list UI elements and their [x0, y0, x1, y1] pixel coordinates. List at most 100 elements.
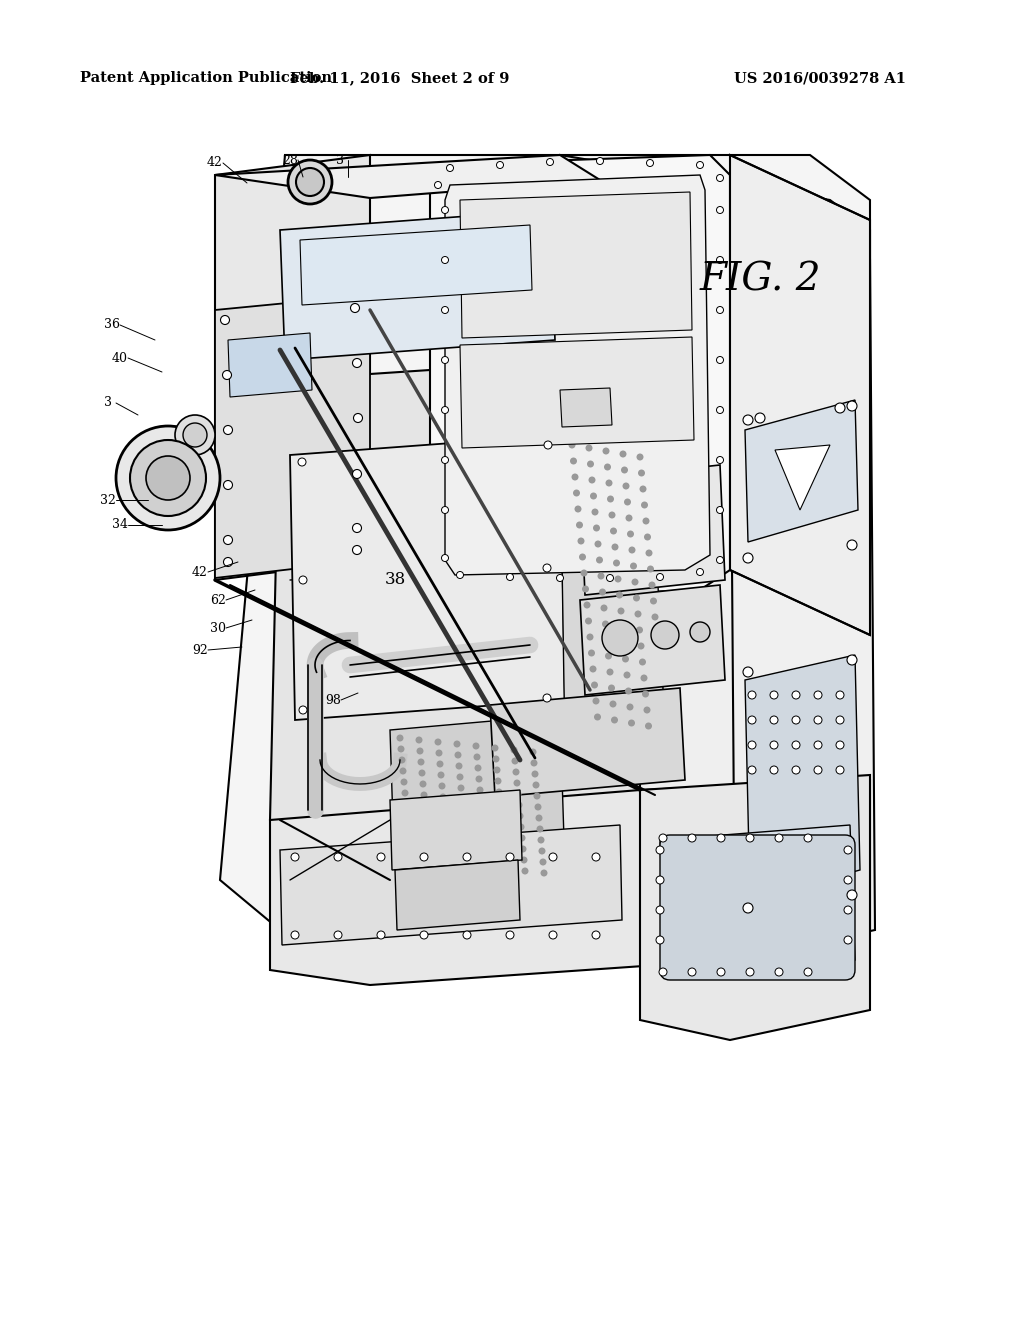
Polygon shape [215, 154, 600, 198]
Circle shape [717, 356, 724, 363]
Circle shape [130, 440, 206, 516]
Circle shape [605, 479, 612, 487]
Polygon shape [290, 436, 565, 719]
Circle shape [462, 829, 469, 836]
Circle shape [755, 413, 765, 422]
Polygon shape [280, 825, 622, 945]
Circle shape [775, 834, 783, 842]
Circle shape [464, 850, 470, 858]
Polygon shape [215, 294, 370, 578]
Circle shape [502, 854, 509, 862]
Circle shape [717, 507, 724, 513]
Circle shape [536, 814, 543, 821]
Circle shape [651, 614, 658, 620]
Circle shape [606, 574, 613, 582]
Circle shape [620, 450, 627, 458]
Circle shape [844, 936, 852, 944]
Circle shape [441, 206, 449, 214]
Circle shape [611, 544, 618, 550]
Circle shape [621, 639, 628, 647]
Circle shape [416, 737, 423, 743]
Circle shape [814, 766, 822, 774]
Circle shape [495, 777, 502, 784]
Circle shape [770, 690, 778, 700]
Circle shape [443, 837, 451, 845]
Circle shape [459, 796, 466, 803]
Circle shape [590, 492, 597, 499]
Circle shape [537, 825, 544, 833]
Circle shape [531, 771, 539, 777]
Polygon shape [215, 154, 370, 579]
Circle shape [441, 457, 449, 463]
Circle shape [492, 744, 499, 751]
Circle shape [539, 847, 546, 854]
Circle shape [606, 668, 613, 676]
Circle shape [441, 407, 449, 413]
Circle shape [400, 779, 408, 785]
Circle shape [444, 849, 452, 855]
Circle shape [592, 853, 600, 861]
Circle shape [632, 578, 639, 586]
Circle shape [457, 572, 464, 578]
Circle shape [844, 846, 852, 854]
Text: 3: 3 [336, 153, 344, 166]
Polygon shape [270, 780, 870, 985]
Circle shape [477, 797, 484, 804]
Circle shape [636, 627, 643, 634]
Circle shape [543, 694, 551, 702]
Circle shape [512, 768, 519, 776]
Circle shape [607, 495, 614, 503]
Text: 42: 42 [193, 565, 208, 578]
Circle shape [461, 817, 468, 825]
Circle shape [643, 706, 650, 714]
Circle shape [441, 306, 449, 314]
Circle shape [613, 560, 620, 566]
Circle shape [602, 447, 609, 454]
Circle shape [792, 690, 800, 700]
Circle shape [575, 521, 583, 528]
Circle shape [587, 634, 594, 640]
Circle shape [541, 870, 548, 876]
Circle shape [421, 792, 427, 799]
Circle shape [441, 554, 449, 561]
Circle shape [616, 591, 623, 598]
Circle shape [436, 760, 443, 767]
Circle shape [847, 655, 857, 665]
Circle shape [512, 758, 518, 764]
Circle shape [642, 690, 649, 697]
Polygon shape [640, 775, 870, 1040]
Circle shape [659, 968, 667, 975]
Circle shape [499, 821, 506, 829]
Circle shape [401, 789, 409, 796]
Circle shape [494, 767, 501, 774]
Circle shape [627, 531, 634, 537]
Circle shape [501, 843, 508, 850]
Circle shape [814, 690, 822, 700]
Text: 38: 38 [384, 572, 406, 589]
Circle shape [544, 441, 552, 449]
Circle shape [617, 607, 625, 615]
Circle shape [836, 741, 844, 748]
Circle shape [814, 741, 822, 748]
Text: 30: 30 [210, 622, 226, 635]
Circle shape [457, 774, 464, 780]
Circle shape [625, 688, 632, 694]
Circle shape [220, 315, 229, 325]
Polygon shape [220, 154, 870, 931]
Circle shape [594, 714, 601, 721]
Circle shape [587, 461, 594, 467]
Circle shape [688, 968, 696, 975]
Circle shape [352, 545, 361, 554]
Circle shape [511, 747, 517, 754]
Polygon shape [660, 825, 855, 978]
Circle shape [593, 697, 599, 705]
Circle shape [639, 659, 646, 665]
Circle shape [626, 515, 633, 521]
Circle shape [717, 256, 724, 264]
Circle shape [223, 557, 232, 566]
Circle shape [748, 690, 756, 700]
Text: Patent Application Publication: Patent Application Publication [80, 71, 332, 84]
Circle shape [422, 803, 428, 809]
Circle shape [439, 793, 446, 800]
Text: US 2016/0039278 A1: US 2016/0039278 A1 [734, 71, 906, 84]
